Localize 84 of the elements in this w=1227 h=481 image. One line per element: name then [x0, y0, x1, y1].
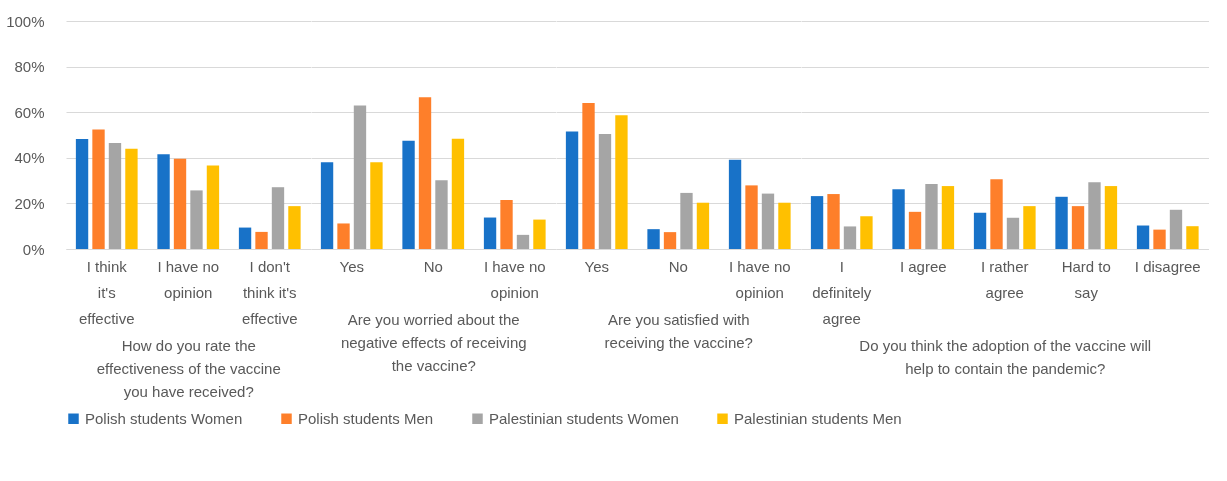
x-tick-label: I definitely agree: [812, 257, 872, 327]
bar: [1088, 182, 1101, 249]
bar: [435, 180, 448, 249]
bar: [190, 190, 203, 249]
bar: [75, 139, 89, 249]
y-tick-label: 60%: [14, 103, 45, 121]
x-tick-label: I agree: [899, 257, 947, 275]
x-tick-label: I have no opinion: [157, 257, 220, 301]
bar: [92, 129, 105, 249]
x-tick-label: Hard to say: [1061, 257, 1111, 301]
bar: [1055, 196, 1068, 249]
bar: [827, 194, 840, 249]
bar: [451, 138, 465, 249]
bar: [516, 234, 530, 249]
bar: [582, 103, 595, 249]
y-tick-label: 0%: [22, 240, 45, 258]
legend-label: Polish students Women: [85, 409, 243, 427]
bar: [663, 232, 677, 249]
bar: [598, 134, 612, 249]
bar: [402, 140, 415, 249]
bar: [370, 162, 383, 249]
bar: [483, 217, 497, 249]
bar: [206, 165, 220, 249]
bar: [973, 212, 987, 249]
bar: [418, 97, 432, 249]
x-tick-label: I think it's effective: [78, 257, 135, 327]
x-axis-title: Are you satisfied with receiving the vaccine?: [604, 310, 753, 351]
bar: [125, 148, 138, 249]
bar: [271, 187, 285, 249]
x-tick-label: I have no opinion: [483, 257, 546, 301]
bar: [173, 158, 187, 249]
x-tick-label: I rather agree: [980, 257, 1029, 301]
x-tick-label: No: [423, 257, 443, 275]
x-tick-label: Yes: [584, 257, 609, 275]
bar: [238, 227, 252, 249]
bar: [320, 162, 334, 249]
x-tick-label: Yes: [339, 257, 364, 275]
bar: [728, 159, 742, 249]
x-tick-label: I don't think it's effective: [241, 257, 298, 327]
bar: [843, 226, 857, 249]
bar: [1006, 217, 1020, 249]
y-tick-label: 80%: [14, 58, 45, 76]
legend-label: Polish students Men: [298, 409, 434, 427]
bar: [533, 219, 546, 249]
bar: [990, 179, 1003, 249]
bar: [353, 105, 367, 249]
bar: [337, 223, 350, 249]
bar: [1136, 225, 1150, 249]
bar: [892, 189, 905, 249]
bar: [761, 193, 775, 249]
legend-label: Palestinian students Women: [489, 409, 679, 427]
bar: [925, 184, 938, 249]
bar: [1071, 206, 1085, 249]
bar: [647, 229, 660, 249]
x-axis-title: Are you worried about the negative effects of receiving the vaccine?: [340, 310, 527, 374]
x-axis-title: How do you rate the effectiveness of the vaccine you have received?: [96, 336, 281, 400]
x-tick-label: No: [668, 257, 688, 275]
bar: [810, 196, 824, 249]
y-tick-label: 40%: [14, 149, 45, 167]
bar: [615, 115, 628, 249]
bar: [908, 211, 922, 249]
x-tick-label: I have no opinion: [728, 257, 791, 301]
bar: [157, 154, 170, 249]
bar: [500, 199, 513, 249]
bar: [288, 206, 301, 249]
bar: [565, 131, 579, 249]
bar: [108, 142, 122, 249]
y-tick-label: 100%: [6, 12, 45, 30]
bar: [941, 186, 955, 249]
bar: [745, 185, 758, 249]
bar: [1023, 206, 1036, 249]
y-tick-label: 20%: [14, 194, 45, 212]
bar: [778, 202, 791, 249]
bar: [1104, 186, 1118, 249]
bar: [1153, 229, 1166, 249]
x-axis-title: Do you think the adoption of the vaccine will help to contain the pandemic?: [859, 336, 1152, 377]
bar: [1186, 226, 1199, 249]
x-tick-label: I disagree: [1134, 257, 1201, 275]
bar: [860, 216, 873, 249]
legend-label: Palestinian students Men: [734, 409, 902, 427]
bar: [680, 192, 693, 249]
bar: [255, 231, 268, 249]
bar: [1169, 209, 1183, 249]
bar: [696, 202, 710, 249]
